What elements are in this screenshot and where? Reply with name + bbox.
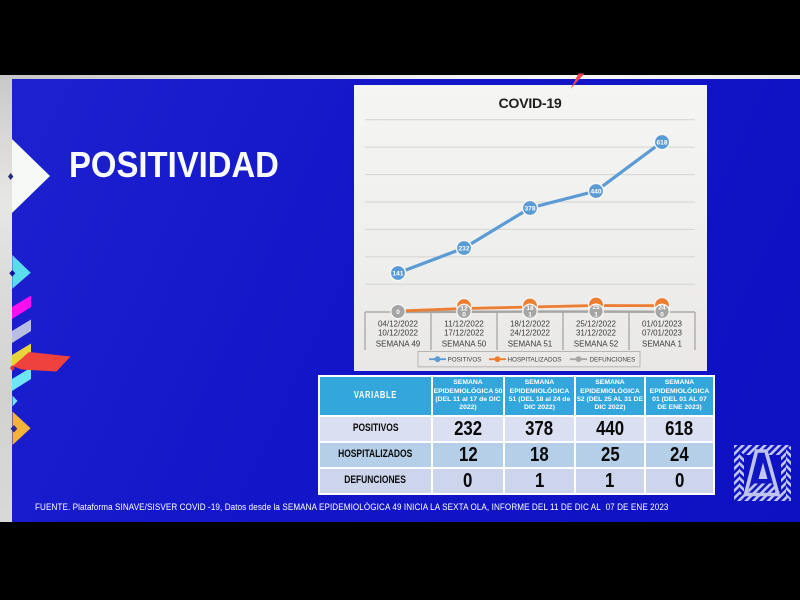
svg-text:24: 24 <box>658 304 666 311</box>
svg-text:04/12/2022: 04/12/2022 <box>378 320 419 329</box>
svg-text:SEMANA 51: SEMANA 51 <box>508 340 553 349</box>
svg-text:24/12/2022: 24/12/2022 <box>510 329 551 338</box>
svg-text:POSITIVOS: POSITIVOS <box>448 357 482 364</box>
svg-text:11/12/2022: 11/12/2022 <box>444 320 484 329</box>
svg-text:COVID-19: COVID-19 <box>498 96 561 112</box>
svg-text:25: 25 <box>592 304 600 311</box>
svg-text:SEMANA 1: SEMANA 1 <box>642 340 683 349</box>
svg-text:31/12/2022: 31/12/2022 <box>576 329 617 338</box>
svg-text:232: 232 <box>458 245 469 252</box>
svg-text:SEMANA 52: SEMANA 52 <box>574 340 619 349</box>
svg-text:25/12/2022: 25/12/2022 <box>576 320 617 329</box>
svg-text:DEFUNCIONES: DEFUNCIONES <box>590 357 636 364</box>
svg-text:18: 18 <box>526 305 534 312</box>
svg-text:01/01/2023: 01/01/2023 <box>642 320 683 329</box>
svg-text:10/12/2022: 10/12/2022 <box>378 329 419 338</box>
svg-text:0: 0 <box>462 312 466 319</box>
svg-text:12: 12 <box>460 305 468 312</box>
svg-text:07/01/2023: 07/01/2023 <box>642 329 683 338</box>
svg-text:SEMANA 49: SEMANA 49 <box>376 340 421 349</box>
svg-text:17/12/2022: 17/12/2022 <box>444 329 485 338</box>
svg-text:1: 1 <box>594 311 598 318</box>
svg-text:440: 440 <box>590 188 601 195</box>
svg-text:HOSPITALIZADOS: HOSPITALIZADOS <box>508 357 562 364</box>
svg-text:18/12/2022: 18/12/2022 <box>510 320 551 329</box>
svg-text:0: 0 <box>660 312 664 319</box>
svg-text:378: 378 <box>524 205 535 212</box>
svg-text:141: 141 <box>392 270 403 277</box>
svg-text:1: 1 <box>528 311 532 318</box>
svg-text:618: 618 <box>656 139 667 146</box>
svg-text:0: 0 <box>396 309 400 316</box>
svg-text:SEMANA 50: SEMANA 50 <box>442 340 487 349</box>
